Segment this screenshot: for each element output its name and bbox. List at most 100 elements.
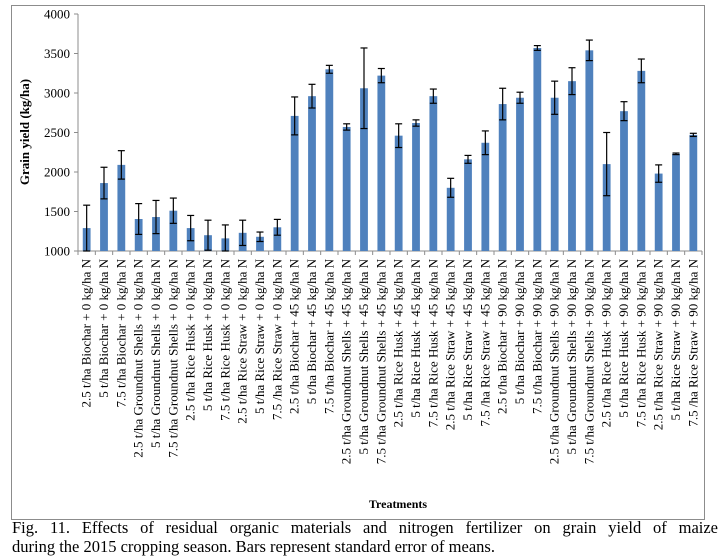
bar [412,123,420,251]
bar [394,135,403,251]
y-axis: 1000 1500 2000 2500 3000 3500 4000 [44,7,703,259]
bars [82,39,698,252]
x-tick-label: 5 t/ha Rice Straw + 90 kg/ha N [668,258,683,420]
y-axis-title: Grain yield (kg/ha) [17,79,32,185]
error-bar [672,152,680,156]
bar [100,183,108,251]
x-tick-label: 5 t/ha Biochar + 0 kg/ha N [96,258,111,397]
error-bar [187,214,195,242]
x-tick-label: 5 t/ha Rice Husk + 0 kg/ha N [200,258,215,411]
x-tick-label: 2.5 t/ha Biochar + 90 kg/ha N [495,258,510,414]
x-tick-label: 2.5 t/ha Biochar + 45 kg/ha N [287,258,302,414]
bar-chart: 1000 1500 2000 2500 3000 3500 4000 2.5 t/ha Bi… [17,7,703,511]
bar [256,236,264,251]
x-tick-label: 7.5 t/ha Rice Husk + 45 kg/ha N [425,258,440,427]
x-tick-label: 2.5 t/ha Rice Husk + 45 kg/ha N [391,258,406,427]
error-bar [221,224,229,252]
error-bar [360,47,368,130]
error-bar [135,203,143,236]
bar [672,153,680,251]
error-bar [516,91,524,104]
x-tick-label: 7.5 /ha Rice Straw + 0 kg/ha N [269,258,284,420]
bar [377,75,386,252]
x-tick-label: 2.5 t/ha Groundnut Shells + 45 kg/ha N [339,258,354,464]
y-tick-label: 3000 [44,86,70,101]
x-tick-label: 5 t/ha Biochar + 45 kg/ha N [304,258,319,404]
error-bar [395,123,403,149]
x-tick-label: 7.5 /ha Rice Straw + 45 kg/ha N [477,258,492,426]
x-tick-label: 7.5 t/ha Groundnut Shells + 45 kg/ha N [373,258,388,464]
x-tick-label: 7.5 t/ha Rice Husk + 0 kg/ha N [217,258,232,420]
bar [273,227,282,251]
y-tick-label: 3500 [44,46,70,61]
error-bar [152,199,160,235]
x-tick-label: 2.5 t/ha Rice Straw + 0 kg/ha N [235,258,250,423]
error-bar [343,123,351,131]
bar [550,97,559,252]
error-bar [412,119,420,127]
error-bar [655,164,663,183]
x-tick-label: 5 t/ha Rice Husk + 45 kg/ha N [408,258,423,417]
x-tick-label: 2.5 t/ha Rice Straw + 90 kg/ha N [651,258,666,430]
error-bar [620,101,628,122]
x-tick-label: 5 t/ha Groundnut Shells + 0 kg/ha N [148,258,163,448]
x-tick-label: 7.5 t/ha Groundnut Shells + 0 kg/ha N [165,258,180,457]
error-bar [585,39,593,62]
error-bar [447,177,455,198]
caption-line-2: during the 2015 cropping season. Bars re… [12,537,495,556]
x-axis-title: Treatments [369,497,428,511]
error-bar [100,166,108,200]
bar [568,81,576,252]
x-tick-label: 7.5 t/ha Biochar + 45 kg/ha N [321,258,336,414]
error-bar [256,231,264,243]
x-tick-label: 7.5 t/ha Groundnut Shells + 90 kg/ha N [581,258,596,464]
error-bar [481,130,489,156]
x-tick-label: 5 t/ha Rice Straw + 45 kg/ha N [460,258,475,420]
bar [464,159,472,251]
bar [654,173,663,251]
x-tick-label: 5 t/ha Rice Straw + 0 kg/ha N [252,258,267,414]
caption-line-1: Fig. 11. Effects of residual organic mat… [12,518,718,537]
error-bar [291,96,299,136]
bar [516,97,524,252]
x-tick-label: 2.5 t/ha Rice Husk + 90 kg/ha N [599,258,614,427]
bar [169,210,178,251]
x-tick-label: 5 t/ha Biochar + 90 kg/ha N [512,258,527,404]
bar [429,96,438,251]
error-bar [689,132,697,138]
bar [342,126,351,251]
x-tick-label: 2.5 t/ha Groundnut Shells + 90 kg/ha N [547,258,562,464]
error-bar [429,88,437,104]
x-tick-label: 5 t/ha Groundnut Shells + 45 kg/ha N [356,258,371,454]
error-bar [377,67,385,84]
figure-caption: Fig. 11. Effects of residual organic mat… [12,518,718,556]
error-bar [325,64,333,74]
error-bar [239,219,247,247]
bar [689,134,698,251]
bar [446,187,455,251]
x-tick-label: 2.5 t/ha Groundnut Shells + 0 kg/ha N [131,258,146,457]
bar [602,164,611,251]
error-bar [308,83,316,109]
error-bar [637,58,645,84]
bar [533,47,542,251]
bar [360,88,368,251]
error-bar [169,197,177,224]
x-tick-label: 2.5 t/ha Rice Straw + 45 kg/ha N [443,258,458,430]
x-tick-label: 5 t/ha Groundnut Shells + 90 kg/ha N [564,258,579,454]
y-tick-label: 1500 [44,204,70,219]
error-bar [204,219,212,251]
error-bar [533,44,541,51]
error-bar [464,154,472,164]
bar [498,104,507,251]
y-tick-label: 1000 [44,244,70,259]
x-tick-label: 5 t/ha Rice Husk + 90 kg/ha N [616,258,631,417]
bar [585,50,594,252]
x-tick-label: 7.5 t/ha Biochar + 90 kg/ha N [529,258,544,414]
bar [290,115,299,251]
x-tick-label: 7.5 t/ha Rice Husk + 90 kg/ha N [633,258,648,427]
bar [325,69,334,251]
bar [481,142,490,251]
x-tick-label: 2.5 t/ha Rice Husk + 0 kg/ha N [183,258,198,420]
